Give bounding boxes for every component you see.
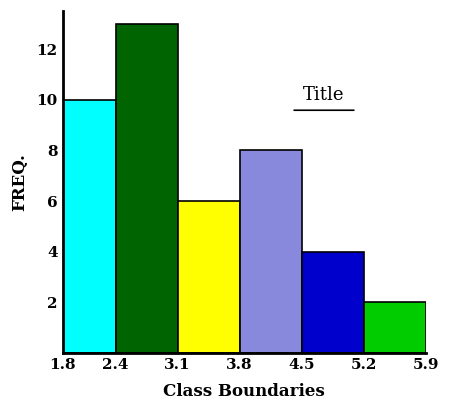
Bar (63, 100, 116, 353)
Bar (302, 252, 364, 353)
Bar (116, 24, 178, 353)
X-axis label: Class Boundaries: Class Boundaries (163, 383, 325, 400)
Bar (240, 150, 302, 353)
Bar (364, 302, 426, 353)
Y-axis label: FREQ.: FREQ. (11, 153, 28, 211)
Bar (178, 201, 240, 353)
Text: Title: Title (303, 86, 345, 104)
